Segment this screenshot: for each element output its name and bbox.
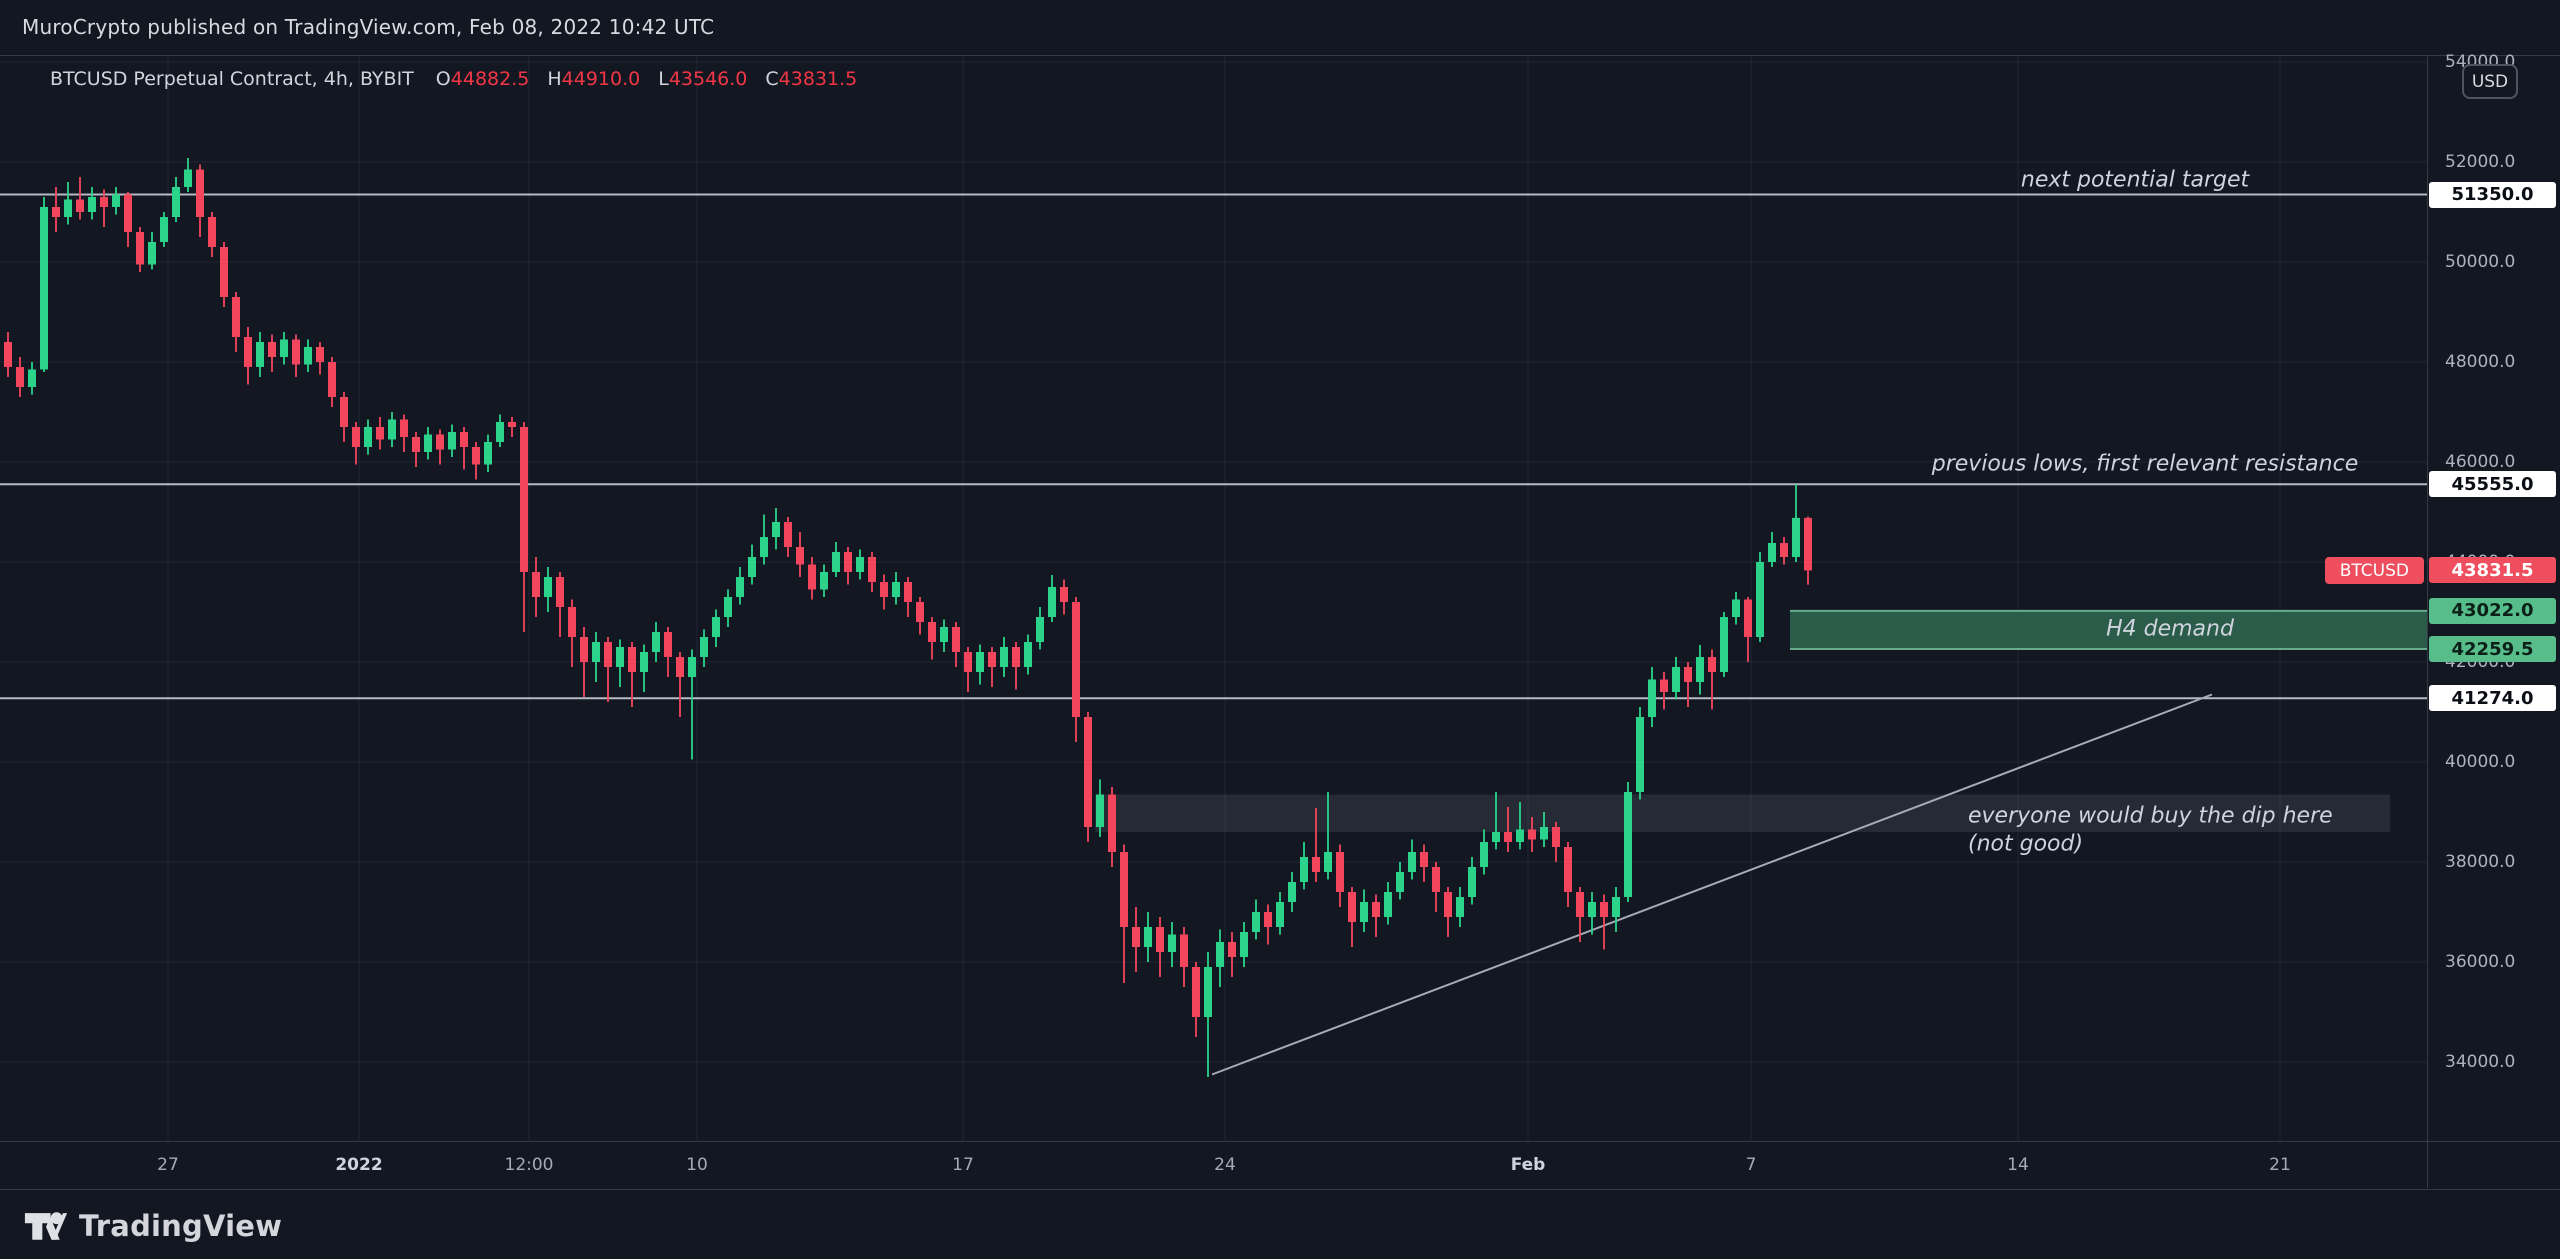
time-axis[interactable]: 27 2022 12:00 10 17 24 Feb 7 14 21 — [0, 1141, 2560, 1190]
annotation-dip-warning-line2[interactable]: (not good) — [1968, 831, 2084, 857]
price-tick-46000.0: 46000.0 — [2445, 452, 2516, 472]
price-axis-border — [2427, 55, 2428, 1188]
price-axis[interactable]: 54000.052000.050000.048000.046000.044000… — [2427, 52, 2560, 1141]
symbol-price-tag: BTCUSD — [2324, 557, 2424, 585]
price-label-45555.0: 45555.0 — [2429, 471, 2556, 498]
dip-zone-box[interactable] — [1095, 794, 2390, 833]
annotation-target[interactable]: next potential target — [2020, 167, 2250, 193]
price-tick-36000.0: 36000.0 — [2445, 952, 2516, 972]
time-tick-17: 17 — [952, 1155, 974, 1175]
annotation-demand-label[interactable]: H4 demand — [2106, 616, 2234, 642]
time-tick-2022: 2022 — [335, 1155, 383, 1175]
price-label-43022.0: 43022.0 — [2429, 597, 2556, 624]
time-tick-14: 14 — [2007, 1155, 2029, 1175]
tradingview-wordmark[interactable]: TradingView — [79, 1209, 283, 1243]
ohlc-high: H44910.0 — [547, 68, 641, 90]
time-tick-Feb: Feb — [1510, 1155, 1546, 1175]
price-label-42259.5: 42259.5 — [2429, 636, 2556, 663]
price-label-43831.5: 43831.5 — [2429, 557, 2556, 584]
time-tick-27: 27 — [157, 1155, 179, 1175]
price-tick-40000.0: 40000.0 — [2445, 752, 2516, 772]
time-tick-10: 10 — [686, 1155, 708, 1175]
time-tick-21: 21 — [2269, 1155, 2291, 1175]
price-label-41274.0: 41274.0 — [2429, 685, 2556, 712]
price-tick-38000.0: 38000.0 — [2445, 852, 2516, 872]
h4-demand-box[interactable] — [1790, 610, 2427, 650]
currency-button[interactable]: USD — [2462, 64, 2518, 99]
price-label-51350.0: 51350.0 — [2429, 181, 2556, 208]
time-tick-12:00: 12:00 — [504, 1155, 554, 1175]
price-tick-34000.0: 34000.0 — [2445, 1052, 2516, 1072]
header-separator — [0, 55, 2560, 56]
ohlc-close: C43831.5 — [765, 68, 858, 90]
annotation-dip-warning[interactable]: everyone would buy the dip here — [1968, 803, 2333, 829]
candles — [4, 158, 1812, 1077]
price-tick-50000.0: 50000.0 — [2445, 252, 2516, 272]
publish-header: MuroCrypto published on TradingView.com,… — [22, 15, 715, 39]
ohlc-low: L43546.0 — [658, 68, 748, 90]
tradingview-footer: TradingView — [24, 1206, 282, 1246]
ascending-trendline[interactable] — [1211, 693, 2213, 1076]
price-tick-52000.0: 52000.0 — [2445, 152, 2516, 172]
ohlc-values: O44882.5 H44910.0 L43546.0 C43831.5 — [436, 68, 857, 90]
price-tick-48000.0: 48000.0 — [2445, 352, 2516, 372]
symbol-title: BTCUSD Perpetual Contract, 4h, BYBIT — [50, 68, 414, 90]
gridlines — [0, 55, 2427, 1141]
chart-legend: BTCUSD Perpetual Contract, 4h, BYBIT O44… — [50, 68, 857, 90]
ohlc-open: O44882.5 — [435, 68, 530, 90]
annotation-resistance[interactable]: previous lows, first relevant resistance — [1931, 451, 2359, 477]
time-tick-7: 7 — [1745, 1155, 1757, 1175]
tradingview-logo-icon[interactable] — [24, 1206, 68, 1246]
time-tick-24: 24 — [1214, 1155, 1236, 1175]
